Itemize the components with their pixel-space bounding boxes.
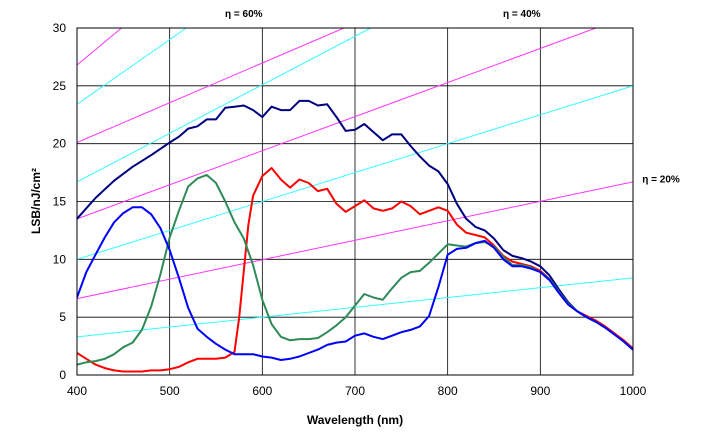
y-tick-label: 0 (59, 368, 66, 382)
series-line (77, 167, 633, 373)
y-tick-labels: 0 5 10 15 20 25 30 (53, 21, 67, 382)
x-tick-label: 1000 (620, 384, 647, 398)
y-tick-label: 15 (53, 195, 67, 209)
efficiency-reference-line (77, 28, 345, 143)
efficiency-reference-line (77, 28, 371, 183)
efficiency-reference-line (77, 28, 187, 105)
y-axis-title: LSB/nJ/cm² (29, 168, 43, 234)
x-tick-label: 700 (345, 384, 365, 398)
x-tick-label: 400 (67, 384, 87, 398)
efficiency-reference-line (77, 28, 122, 66)
efficiency-reference-line (77, 28, 597, 220)
y-tick-label: 10 (53, 252, 67, 266)
y-tick-label: 25 (53, 79, 67, 93)
efficiency-label: η = 60% (225, 9, 263, 20)
series-line (77, 99, 633, 351)
x-tick-label: 800 (438, 384, 458, 398)
efficiency-reference-line (77, 181, 633, 300)
x-tick-label: 900 (530, 384, 550, 398)
quantum-efficiency-reference-lines (77, 28, 633, 338)
efficiency-annotations: η = 60% η = 40% η = 20% (225, 9, 680, 185)
x-tick-labels: 400 500 600 700 800 900 1000 (67, 384, 647, 398)
efficiency-label: η = 20% (642, 174, 680, 185)
x-axis-title: Wavelength (nm) (307, 413, 403, 427)
efficiency-label: η = 40% (503, 9, 541, 20)
series-lines (77, 99, 633, 373)
y-tick-label: 5 (59, 310, 66, 324)
y-tick-label: 30 (53, 21, 67, 35)
efficiency-reference-line (77, 85, 633, 260)
plot-clip (77, 28, 633, 373)
efficiency-reference-line (77, 277, 633, 338)
x-tick-label: 500 (160, 384, 180, 398)
x-tick-label: 600 (252, 384, 272, 398)
series-line (77, 206, 633, 361)
plot-border (76, 27, 634, 376)
y-tick-label: 20 (53, 137, 67, 151)
